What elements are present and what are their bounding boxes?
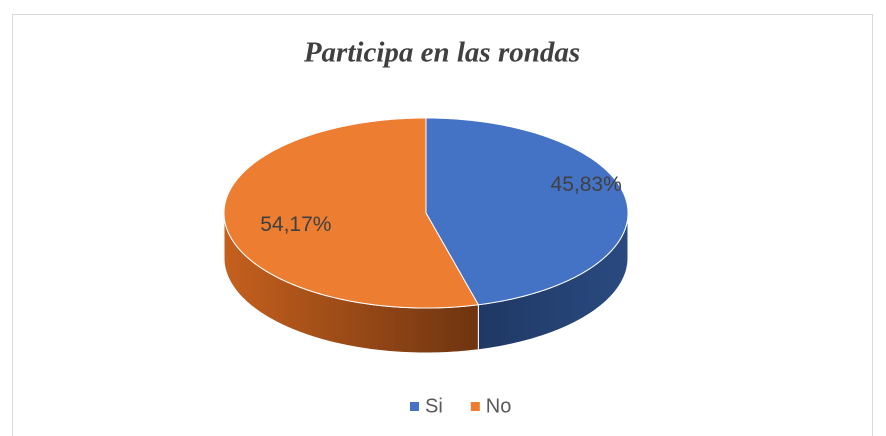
legend: Si No [410, 395, 511, 417]
legend-swatch [410, 402, 419, 411]
legend-swatch [470, 402, 480, 411]
pie-slice [425, 117, 629, 306]
pie: 45,83% 54,17% [223, 117, 629, 354]
data-label: 45,83% [551, 173, 622, 196]
legend-label: Si [425, 395, 443, 417]
chart-title: Participa en las rondas [303, 37, 580, 69]
legend-label: No [486, 395, 512, 417]
pie-slice [223, 117, 480, 309]
data-label: 54,17% [260, 213, 331, 236]
